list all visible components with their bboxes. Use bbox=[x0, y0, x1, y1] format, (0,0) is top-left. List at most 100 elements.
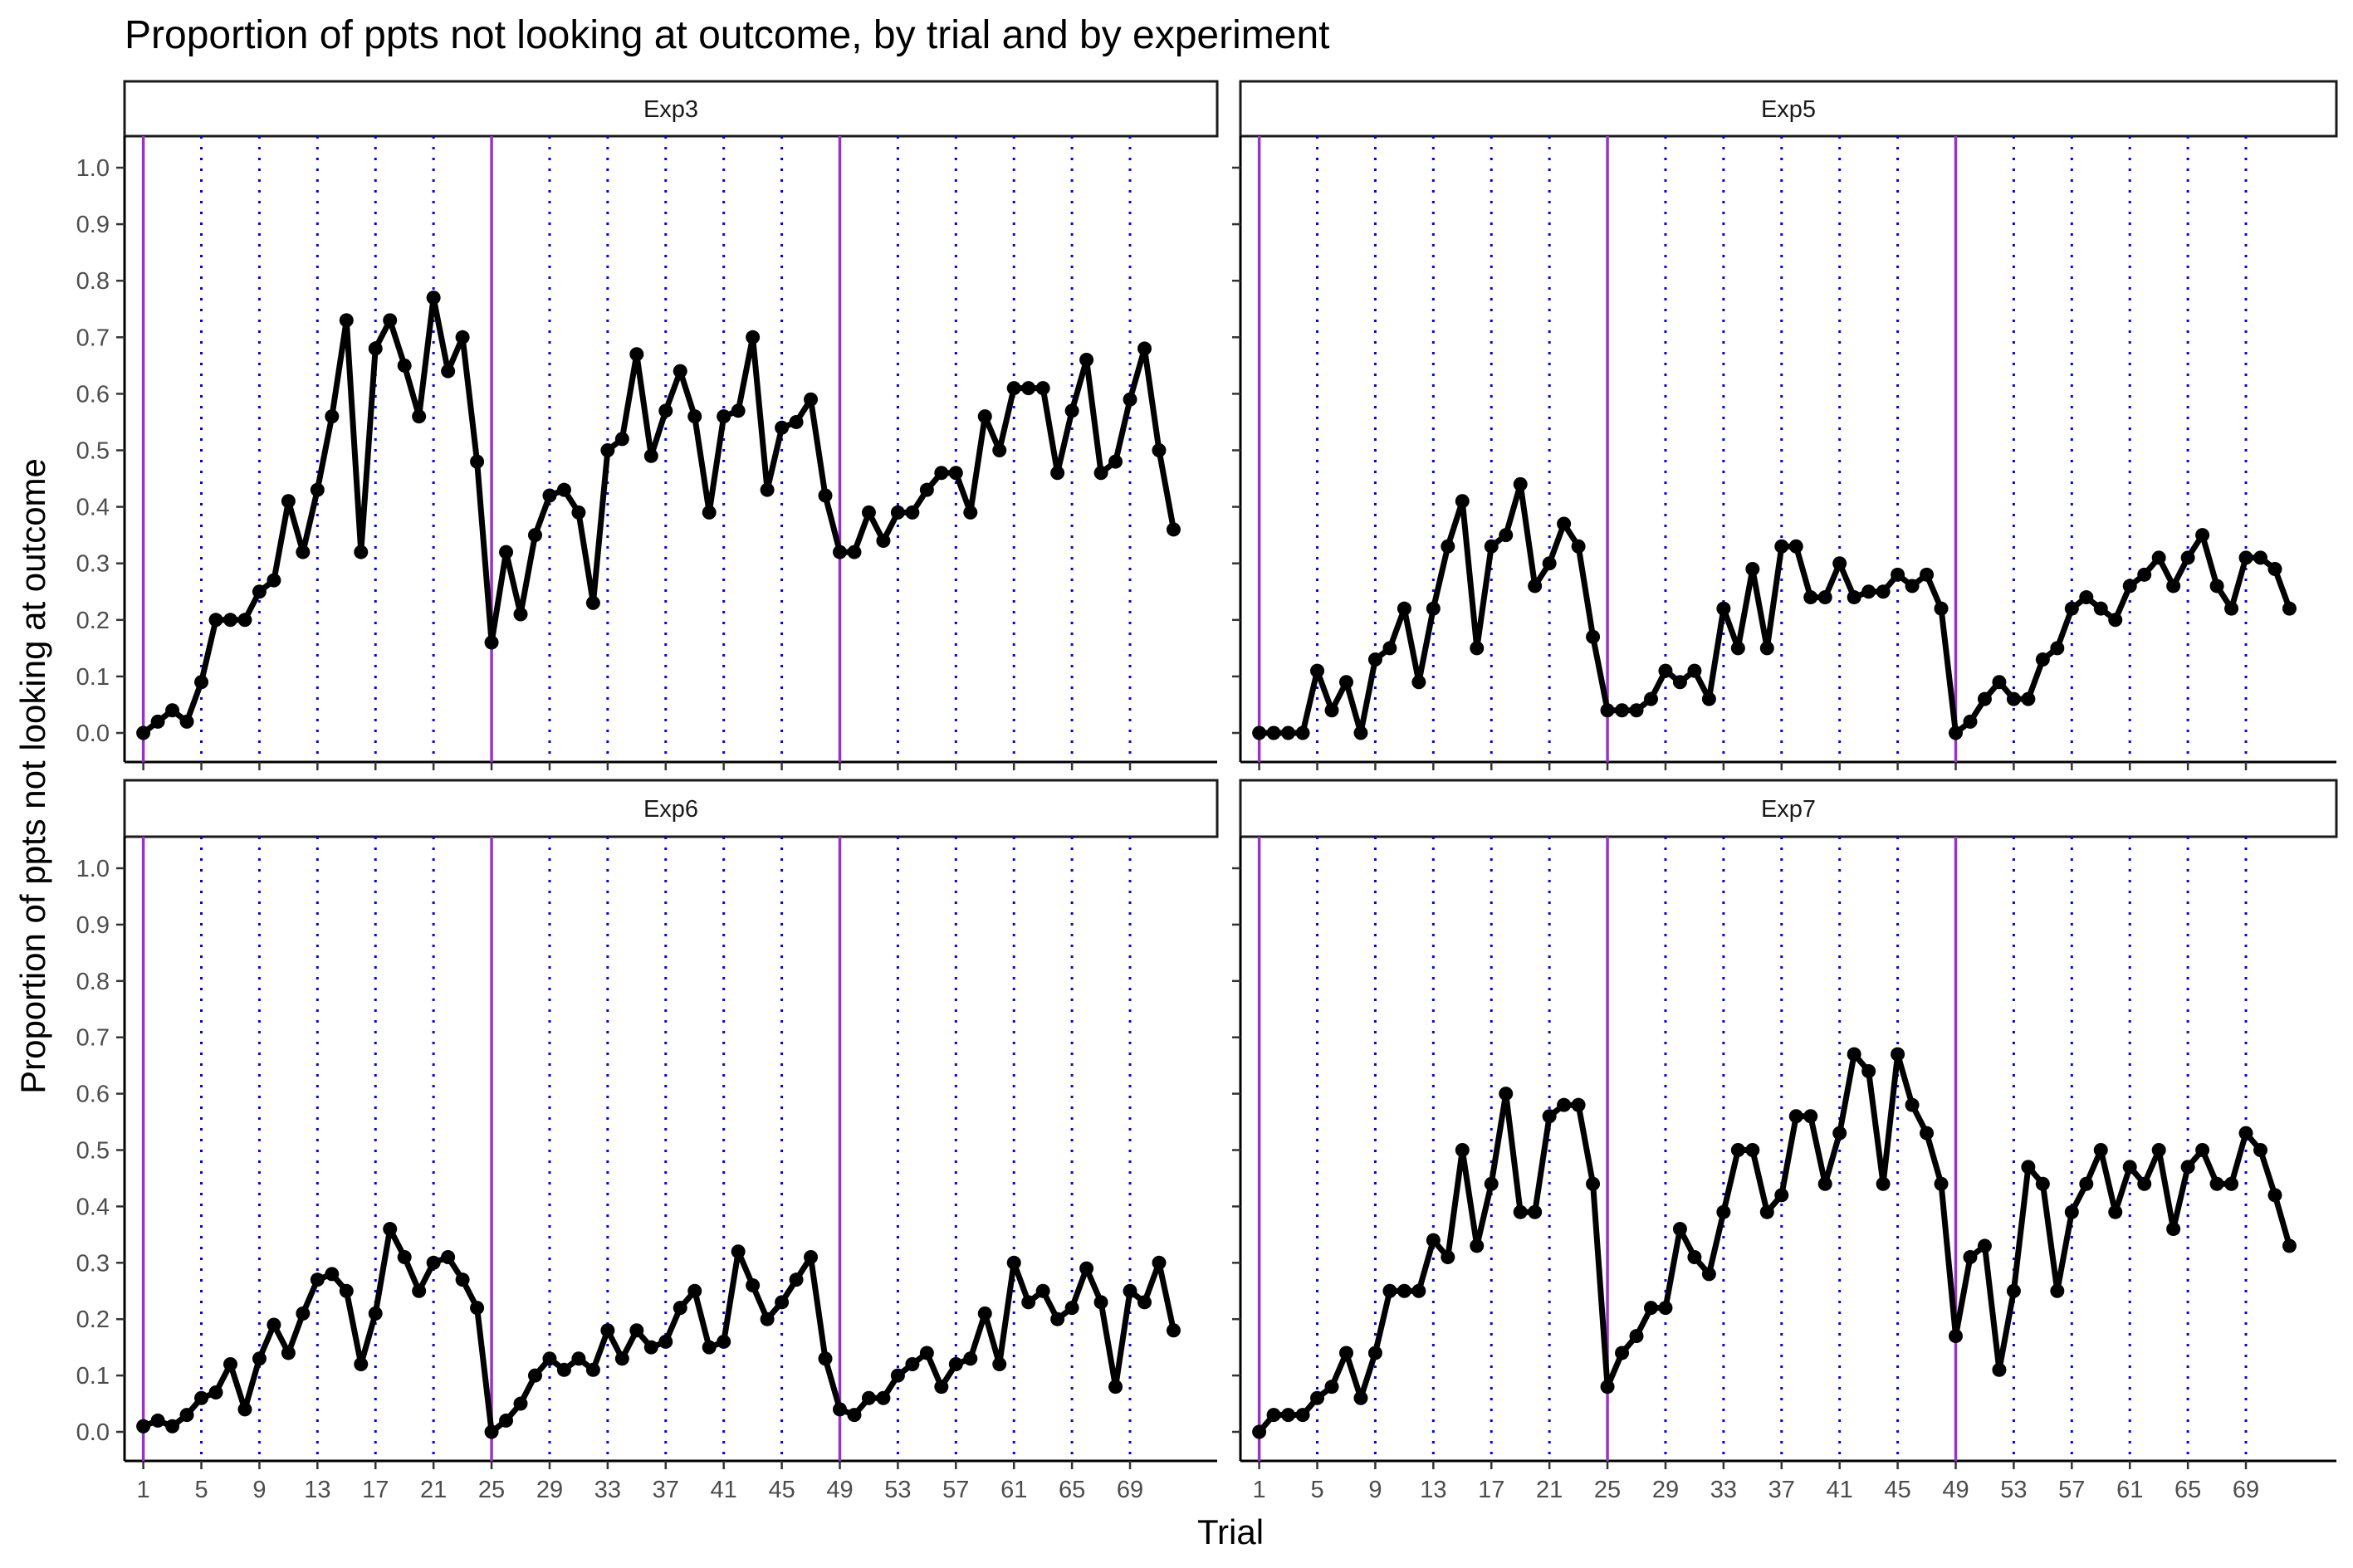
data-point bbox=[1687, 1250, 1702, 1265]
data-point bbox=[1367, 652, 1382, 667]
data-point bbox=[1152, 443, 1167, 457]
data-point bbox=[2137, 1176, 2152, 1191]
data-point bbox=[1861, 584, 1876, 599]
data-point bbox=[818, 488, 833, 503]
y-tick-label: 0.3 bbox=[76, 551, 110, 578]
data-point bbox=[1963, 714, 1978, 729]
x-tick-label: 29 bbox=[1652, 1477, 1679, 1503]
data-point bbox=[426, 1255, 441, 1270]
strip-label: Exp5 bbox=[1761, 96, 1816, 123]
y-tick-label: 0.7 bbox=[76, 1025, 110, 1052]
data-point bbox=[1064, 1301, 1079, 1316]
data-point bbox=[1557, 516, 1572, 531]
data-point bbox=[789, 414, 804, 429]
panel-exp5: Exp5 bbox=[1232, 80, 2338, 770]
data-point bbox=[354, 545, 369, 559]
x-tick-label: 37 bbox=[653, 1477, 679, 1503]
data-point bbox=[223, 1357, 237, 1372]
x-tick-label: 65 bbox=[2174, 1477, 2201, 1503]
data-point bbox=[1730, 1143, 1745, 1157]
data-point bbox=[832, 545, 847, 559]
data-point bbox=[1513, 476, 1528, 491]
data-point bbox=[1658, 1301, 1673, 1316]
data-point bbox=[2180, 550, 2195, 565]
strip-box bbox=[123, 80, 1219, 138]
data-point bbox=[1035, 1283, 1050, 1298]
data-point bbox=[1948, 725, 1963, 740]
y-tick-label: 1.0 bbox=[76, 155, 110, 182]
data-point bbox=[310, 482, 325, 497]
data-point bbox=[368, 1306, 383, 1321]
data-point bbox=[571, 505, 586, 520]
data-point bbox=[527, 528, 542, 543]
data-point bbox=[1920, 567, 1935, 582]
y-tick-label: 0.4 bbox=[76, 495, 110, 521]
data-point bbox=[1338, 675, 1353, 690]
data-point bbox=[296, 1306, 311, 1321]
data-point bbox=[1108, 454, 1123, 469]
y-tick-label: 0.5 bbox=[76, 1138, 110, 1165]
data-point bbox=[1629, 1329, 1644, 1344]
data-point bbox=[948, 1357, 963, 1372]
data-point bbox=[775, 420, 790, 435]
data-point bbox=[1064, 403, 1079, 418]
data-point bbox=[267, 573, 281, 588]
data-point bbox=[1079, 1261, 1094, 1276]
data-point bbox=[1774, 1188, 1789, 1203]
data-point bbox=[1006, 1255, 1021, 1270]
data-point bbox=[1803, 1109, 1818, 1124]
data-point bbox=[2166, 579, 2181, 593]
data-point bbox=[1266, 725, 1281, 740]
strip-box bbox=[123, 779, 1219, 838]
data-point bbox=[890, 505, 905, 520]
data-point bbox=[1455, 1143, 1470, 1157]
x-tick-label: 65 bbox=[1059, 1477, 1085, 1503]
data-point bbox=[804, 392, 819, 407]
x-tick-label: 49 bbox=[1942, 1477, 1969, 1503]
x-tick-label: 9 bbox=[1368, 1477, 1382, 1503]
data-point bbox=[223, 613, 237, 628]
data-point bbox=[296, 545, 311, 559]
data-point bbox=[1050, 1312, 1065, 1326]
data-point bbox=[1672, 675, 1687, 690]
data-point bbox=[934, 1380, 949, 1395]
data-point bbox=[673, 1301, 687, 1316]
data-point bbox=[354, 1357, 369, 1372]
data-point bbox=[1353, 1390, 1368, 1405]
data-point bbox=[397, 358, 412, 373]
y-tick-label: 0.1 bbox=[76, 664, 110, 691]
x-tick-label: 1 bbox=[137, 1477, 150, 1503]
data-point bbox=[1353, 725, 1368, 740]
data-point bbox=[1600, 703, 1615, 718]
y-axis-title: Proportion of ppts not looking at outcom… bbox=[13, 458, 52, 1094]
data-point bbox=[455, 330, 470, 344]
data-point bbox=[1730, 641, 1745, 656]
data-point bbox=[919, 482, 934, 497]
x-tick-label: 53 bbox=[2000, 1477, 2027, 1503]
data-point bbox=[165, 703, 180, 718]
data-point bbox=[484, 1424, 499, 1439]
data-point bbox=[1484, 539, 1499, 554]
data-point bbox=[1411, 675, 1426, 690]
data-point bbox=[832, 1402, 847, 1417]
data-point bbox=[383, 1222, 398, 1237]
data-point bbox=[1788, 539, 1803, 554]
data-point bbox=[1672, 1222, 1687, 1237]
data-point bbox=[934, 466, 949, 481]
data-point bbox=[1166, 1323, 1181, 1338]
data-point bbox=[804, 1250, 819, 1265]
data-point bbox=[905, 505, 920, 520]
data-point bbox=[1745, 562, 1760, 577]
data-point bbox=[963, 505, 978, 520]
data-point bbox=[2093, 1143, 2108, 1157]
data-point bbox=[600, 1323, 615, 1338]
data-point bbox=[2238, 1126, 2253, 1141]
data-point bbox=[1832, 556, 1847, 571]
data-point bbox=[702, 505, 717, 520]
data-point bbox=[1252, 1424, 1267, 1439]
data-point bbox=[2021, 1160, 2036, 1175]
data-point bbox=[2079, 1176, 2094, 1191]
data-point bbox=[325, 409, 340, 424]
data-point bbox=[2064, 601, 2079, 616]
data-point bbox=[861, 1390, 876, 1405]
